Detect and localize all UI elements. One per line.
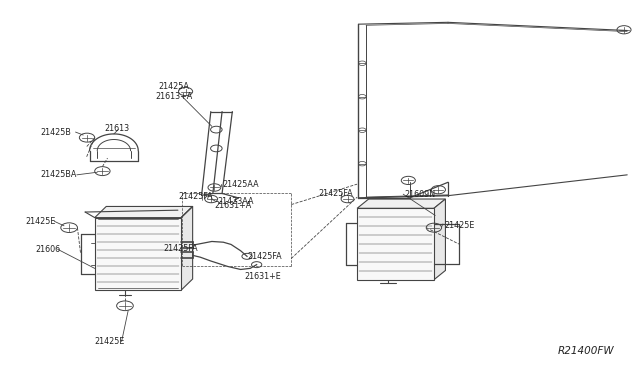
Text: 21425E: 21425E	[26, 217, 56, 226]
Text: 21425BA: 21425BA	[40, 170, 77, 179]
Text: R21400FW: R21400FW	[558, 346, 614, 356]
Text: 21425AA: 21425AA	[223, 180, 259, 189]
Text: 21423AA: 21423AA	[218, 197, 254, 206]
Polygon shape	[181, 206, 193, 290]
Polygon shape	[357, 199, 445, 208]
Polygon shape	[434, 199, 445, 280]
Text: 21425B: 21425B	[40, 128, 71, 137]
Text: 21613: 21613	[104, 124, 129, 133]
Text: 21425A: 21425A	[159, 82, 189, 91]
Polygon shape	[95, 206, 193, 218]
Polygon shape	[95, 218, 181, 290]
Text: 21425FA: 21425FA	[319, 189, 353, 198]
Text: 21613+A: 21613+A	[155, 92, 192, 101]
Text: 21606: 21606	[35, 245, 60, 254]
Text: 21425FA: 21425FA	[178, 192, 212, 201]
Text: 21425E: 21425E	[445, 221, 475, 230]
Text: 21425FA: 21425FA	[163, 244, 198, 253]
Text: 21631+E: 21631+E	[244, 272, 281, 280]
Text: 21425FA: 21425FA	[247, 252, 282, 261]
Text: 21631+A: 21631+A	[214, 201, 252, 210]
Polygon shape	[357, 208, 434, 280]
Text: 21425E: 21425E	[95, 337, 125, 346]
Text: 21609N: 21609N	[404, 190, 436, 199]
